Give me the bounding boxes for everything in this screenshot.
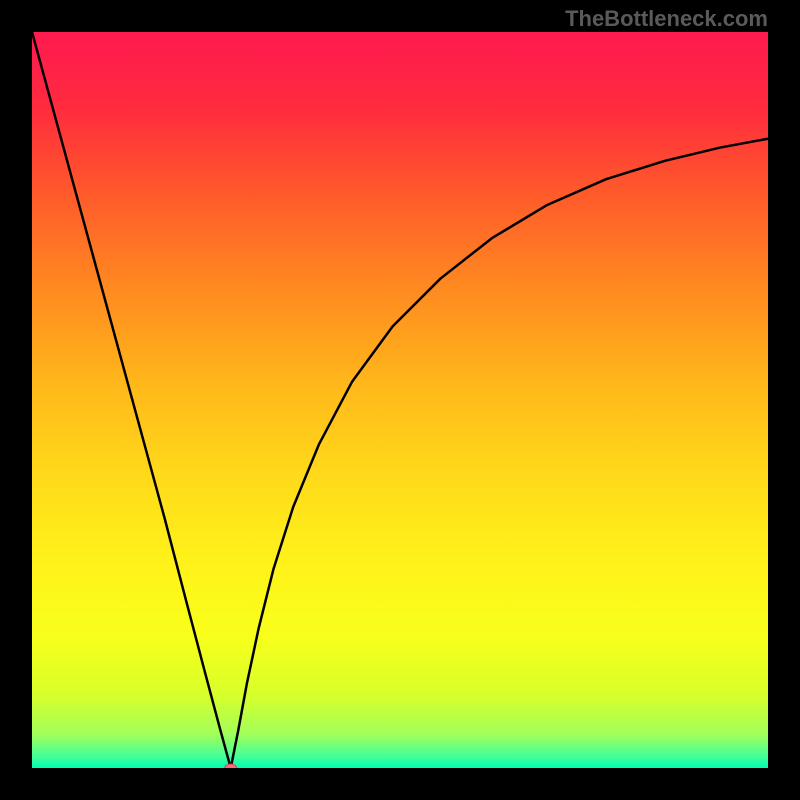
curve-right-branch: [231, 139, 768, 768]
chart-container: TheBottleneck.com: [0, 0, 800, 800]
curve-left-branch: [32, 32, 231, 768]
watermark-text: TheBottleneck.com: [565, 6, 768, 32]
plot-area: [32, 32, 768, 768]
plot-frame: [32, 32, 768, 768]
curve-layer: [32, 32, 768, 768]
min-marker: [225, 764, 237, 768]
